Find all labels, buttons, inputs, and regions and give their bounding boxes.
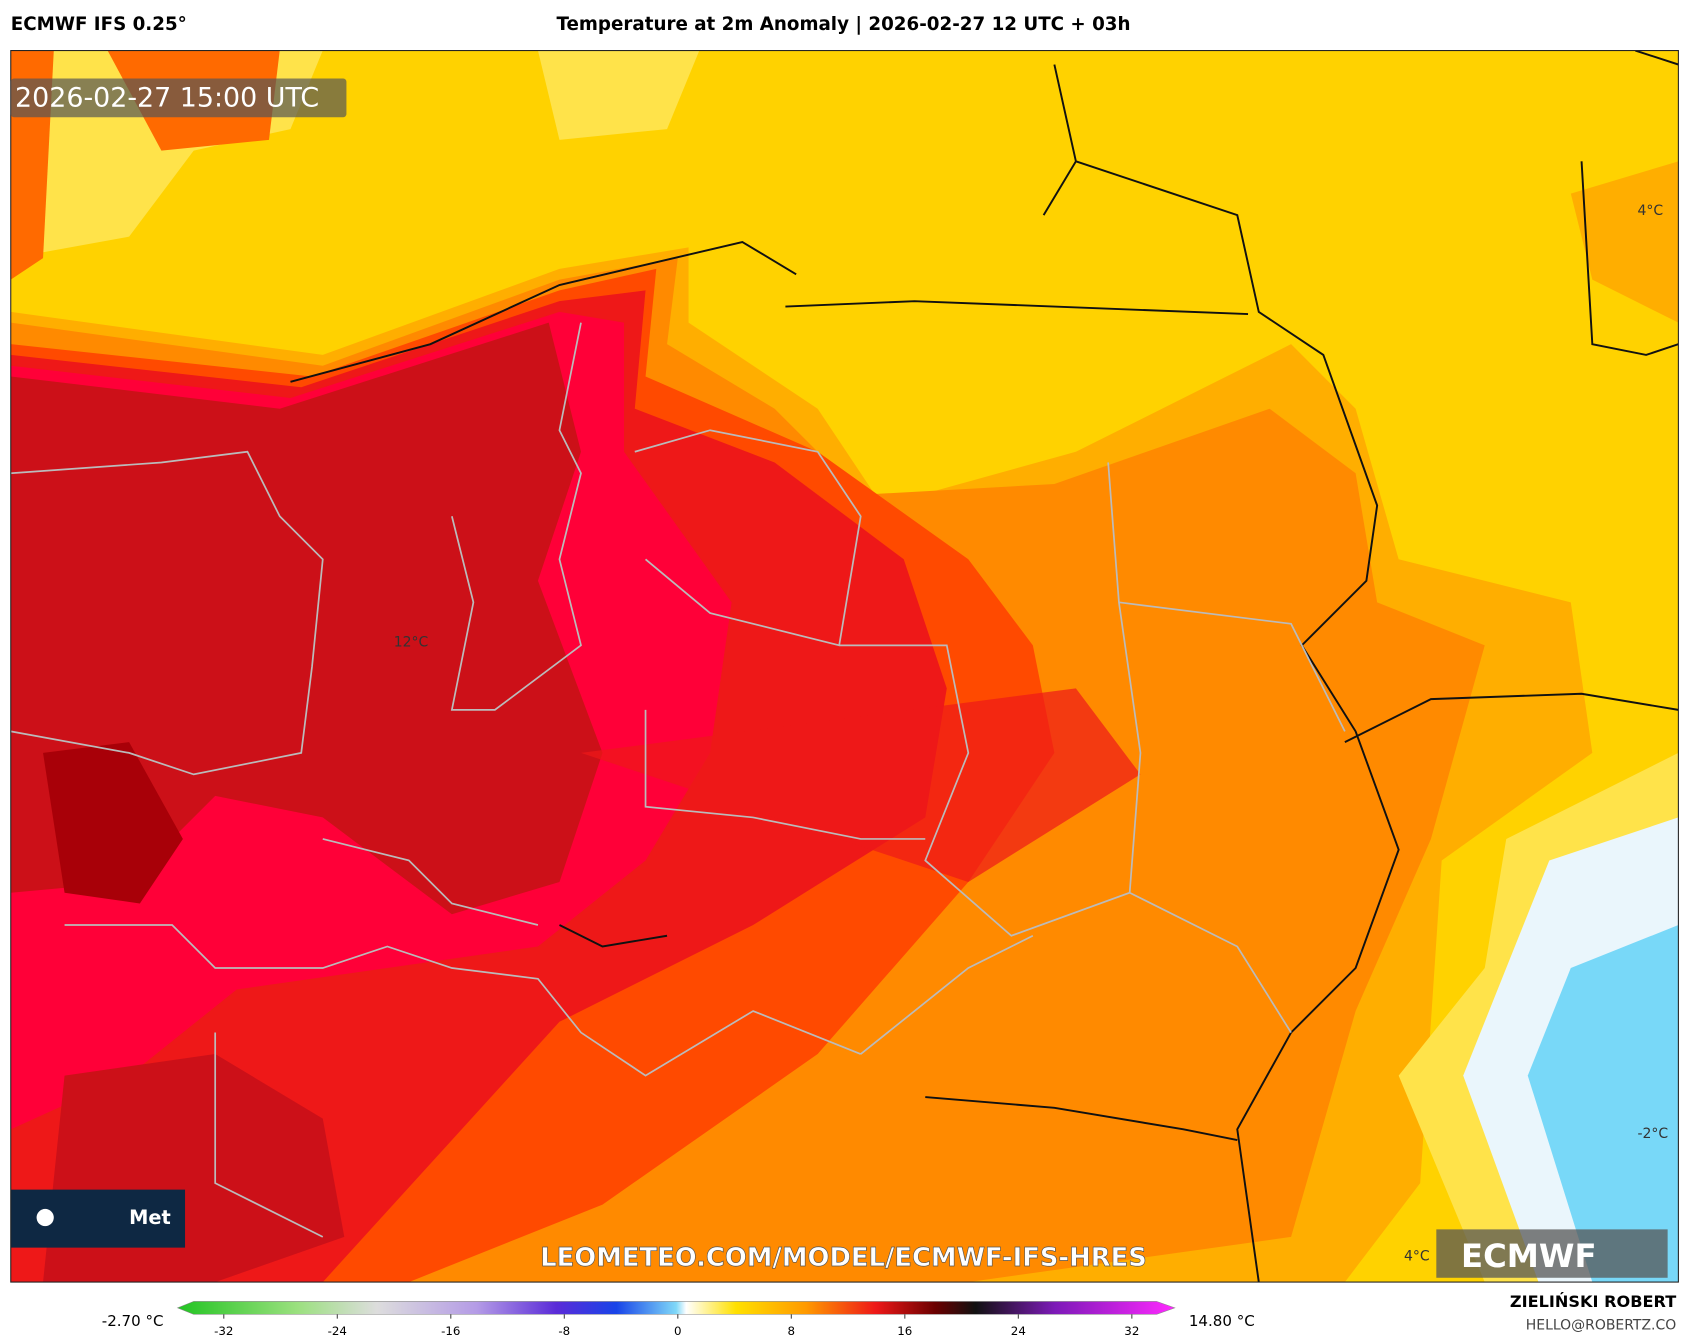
colorbar-tick-label: -24 xyxy=(328,1324,347,1338)
sun-icon xyxy=(36,1208,54,1227)
timestamp: 2026-02-27 15:00 UTC xyxy=(15,82,319,113)
colorbar-tick-label: 24 xyxy=(1011,1324,1026,1338)
colorbar-tick-label: 0 xyxy=(674,1324,682,1338)
author: ZIELIŃSKI ROBERT xyxy=(1510,1292,1676,1311)
contour-label: 4°C xyxy=(1638,203,1664,219)
badge: Met xyxy=(129,1206,171,1229)
colorbar-tick-label: -16 xyxy=(441,1324,460,1338)
logo: ECMWF xyxy=(1461,1237,1596,1275)
email: HELLO@ROBERTZ.CO xyxy=(1526,1317,1676,1333)
colorbar-tick-label: -32 xyxy=(214,1324,233,1338)
colorbar-tick-label: -8 xyxy=(558,1324,570,1338)
watermark: LEOMETEO.COM/MODEL/ECMWF-IFS-HRES xyxy=(540,1243,1147,1273)
contour-label: -2°C xyxy=(1638,1126,1669,1142)
model-label: ECMWF IFS 0.25° xyxy=(11,14,187,35)
contour-label: 12°C xyxy=(394,634,429,650)
colorbar-tick-label: 16 xyxy=(897,1324,912,1338)
map xyxy=(10,50,1679,1283)
map-title: Temperature at 2m Anomaly | 2026-02-27 1… xyxy=(556,14,1130,35)
colorbar-tick-label: 8 xyxy=(788,1324,796,1338)
contour-label: 4°C xyxy=(1404,1249,1430,1265)
colorbar xyxy=(176,1301,1176,1315)
colorbar-max: 14.80 °C xyxy=(1189,1312,1255,1330)
colorbar-min: -2.70 °C xyxy=(102,1312,164,1330)
colorbar-tick-label: 32 xyxy=(1124,1324,1139,1338)
